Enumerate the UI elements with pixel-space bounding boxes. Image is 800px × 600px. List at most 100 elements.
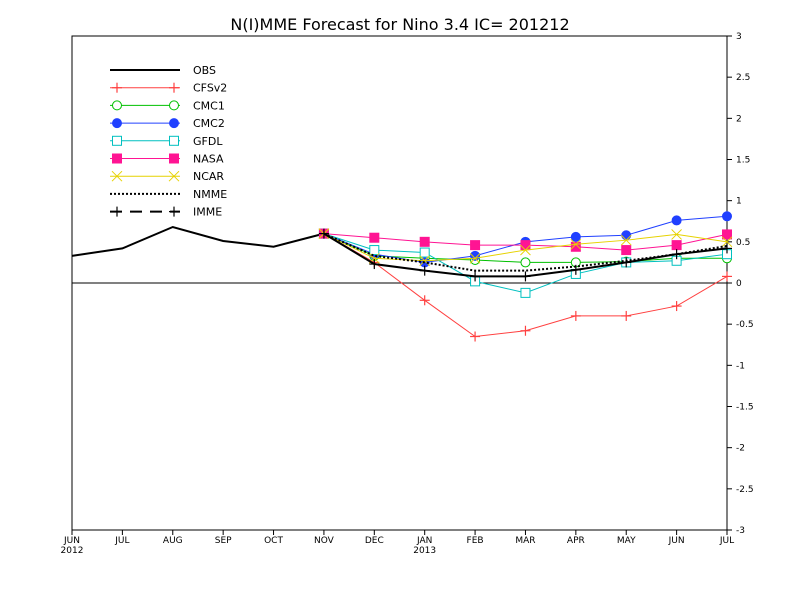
x-tick-label: MAR bbox=[515, 536, 535, 546]
legend-item-imme: IMME bbox=[110, 206, 222, 219]
series-point-nasa bbox=[520, 240, 531, 251]
x-tick-label: AUG bbox=[163, 536, 183, 546]
series-point-ncar bbox=[721, 236, 733, 248]
y-tick-label: -1.5 bbox=[736, 403, 754, 413]
legend-item-gfdl: GFDL bbox=[110, 135, 223, 148]
legend-label-cmc1: CMC1 bbox=[193, 99, 225, 112]
legend-marker-cfsv2 bbox=[112, 82, 122, 93]
series-point-imme bbox=[369, 259, 380, 270]
legend-marker-cmc1 bbox=[169, 100, 179, 111]
legend-marker-ncar bbox=[111, 170, 123, 182]
legend-marker-ncar-b bbox=[168, 170, 180, 182]
legend-item-nasa: NASA bbox=[110, 153, 224, 166]
chart-title: N(I)MME Forecast for Nino 3.4 IC= 201212 bbox=[230, 15, 569, 34]
legend-label-gfdl: GFDL bbox=[193, 135, 223, 148]
legend-marker-cmc2 bbox=[112, 118, 122, 129]
x-tick-label: OCT bbox=[264, 536, 283, 546]
x-year-label: 2012 bbox=[61, 546, 84, 556]
legend-marker-nasa bbox=[112, 153, 122, 164]
y-tick-label: 2 bbox=[736, 114, 742, 124]
y-tick-label: -2 bbox=[736, 444, 745, 454]
series-point-cfsv2 bbox=[570, 310, 581, 321]
x-tick-label: DEC bbox=[365, 536, 384, 546]
series-point-imme bbox=[621, 257, 632, 268]
series-point-imme bbox=[318, 228, 329, 239]
series-point-ncar-b bbox=[419, 255, 431, 267]
series-point-imme bbox=[419, 265, 430, 276]
legend-label-nasa: NASA bbox=[193, 153, 224, 166]
series-point-imme bbox=[570, 264, 581, 275]
series-line-obs bbox=[71, 225, 325, 257]
series-point-ncar-b bbox=[721, 236, 733, 248]
y-tick-label: -2.5 bbox=[736, 485, 754, 495]
series-point-cmc2 bbox=[621, 230, 632, 241]
series-point-nasa bbox=[671, 240, 682, 251]
series-point-nasa bbox=[419, 236, 430, 247]
y-tick-label: -0.5 bbox=[736, 320, 754, 330]
series-point-cfsv2 bbox=[722, 271, 732, 282]
x-tick-label: JUN bbox=[63, 536, 80, 546]
series-point-nasa bbox=[722, 229, 732, 240]
y-tick-label: 3 bbox=[736, 32, 742, 42]
series-point-cmc2 bbox=[671, 215, 682, 226]
legend-label-imme: IMME bbox=[193, 206, 222, 219]
series-point-cfsv2 bbox=[419, 295, 430, 306]
y-tick-label: 1.5 bbox=[736, 156, 750, 166]
y-tick-label: 0.5 bbox=[736, 238, 750, 248]
x-tick-label: JUL bbox=[114, 536, 129, 546]
series-point-imme bbox=[470, 271, 481, 282]
x-tick-label: FEB bbox=[467, 536, 484, 546]
legend-marker-ncar bbox=[168, 170, 180, 182]
series-point-nasa bbox=[470, 240, 481, 251]
series-point-ncar-b bbox=[520, 244, 531, 256]
legend-item-ncar: NCAR bbox=[110, 170, 224, 183]
legend-label-ncar: NCAR bbox=[193, 170, 224, 183]
legend-marker-cmc2 bbox=[169, 118, 179, 129]
series-point-ncar-b bbox=[620, 234, 632, 246]
legend-item-cmc1: CMC1 bbox=[110, 99, 225, 112]
x-tick-label: MAY bbox=[617, 536, 636, 546]
series-point-ncar bbox=[419, 255, 431, 267]
series-point-gfdl bbox=[369, 245, 380, 256]
legend-marker-cmc1 bbox=[112, 100, 122, 111]
legend-label-cfsv2: CFSv2 bbox=[193, 82, 227, 95]
series-point-cmc1 bbox=[520, 257, 531, 268]
legend-marker-cfsv2 bbox=[169, 82, 179, 93]
series-point-ncar-b bbox=[570, 238, 582, 250]
y-tick-label: 0 bbox=[736, 279, 742, 289]
axes-layer: 32.521.510.50-0.5-1-1.5-2-2.5-3JUN2012JU… bbox=[61, 32, 754, 556]
x-tick-label: SEP bbox=[215, 536, 232, 546]
legend-label-cmc2: CMC2 bbox=[193, 117, 225, 130]
series-point-nasa bbox=[621, 245, 632, 256]
y-tick-label: 1 bbox=[736, 197, 742, 207]
legend-marker-nasa bbox=[169, 153, 179, 164]
legend-marker-ncar-b bbox=[111, 170, 123, 182]
legend-marker-gfdl bbox=[169, 135, 179, 146]
series-point-imme bbox=[520, 271, 531, 282]
series-point-cmc2 bbox=[570, 231, 581, 242]
legend-item-obs: OBS bbox=[110, 64, 216, 77]
series-point-ncar bbox=[671, 229, 682, 240]
legend-label-nmme: NMME bbox=[193, 188, 227, 201]
series-point-ncar bbox=[620, 234, 632, 246]
x-tick-label: JUN bbox=[668, 536, 685, 546]
x-year-label: 2013 bbox=[413, 546, 436, 556]
y-tick-label: -1 bbox=[736, 361, 745, 371]
series-point-nasa bbox=[369, 232, 380, 243]
legend-marker-gfdl bbox=[112, 135, 122, 146]
y-tick-label: 2.5 bbox=[736, 73, 750, 83]
series-point-cfsv2 bbox=[520, 325, 531, 336]
legend-marker-imme bbox=[112, 206, 122, 217]
legend-item-nmme: NMME bbox=[110, 188, 227, 201]
x-tick-label: NOV bbox=[314, 536, 335, 546]
legend-item-cmc2: CMC2 bbox=[110, 117, 225, 130]
series-point-ncar bbox=[520, 244, 531, 256]
y-tick-label: -3 bbox=[736, 526, 745, 536]
series-point-gfdl bbox=[419, 247, 430, 258]
series-line-nmme bbox=[323, 232, 728, 272]
series-layer bbox=[71, 211, 733, 342]
series-point-cfsv2 bbox=[671, 301, 682, 312]
x-tick-label: JUL bbox=[719, 536, 734, 546]
x-tick-label: JAN bbox=[416, 536, 432, 546]
